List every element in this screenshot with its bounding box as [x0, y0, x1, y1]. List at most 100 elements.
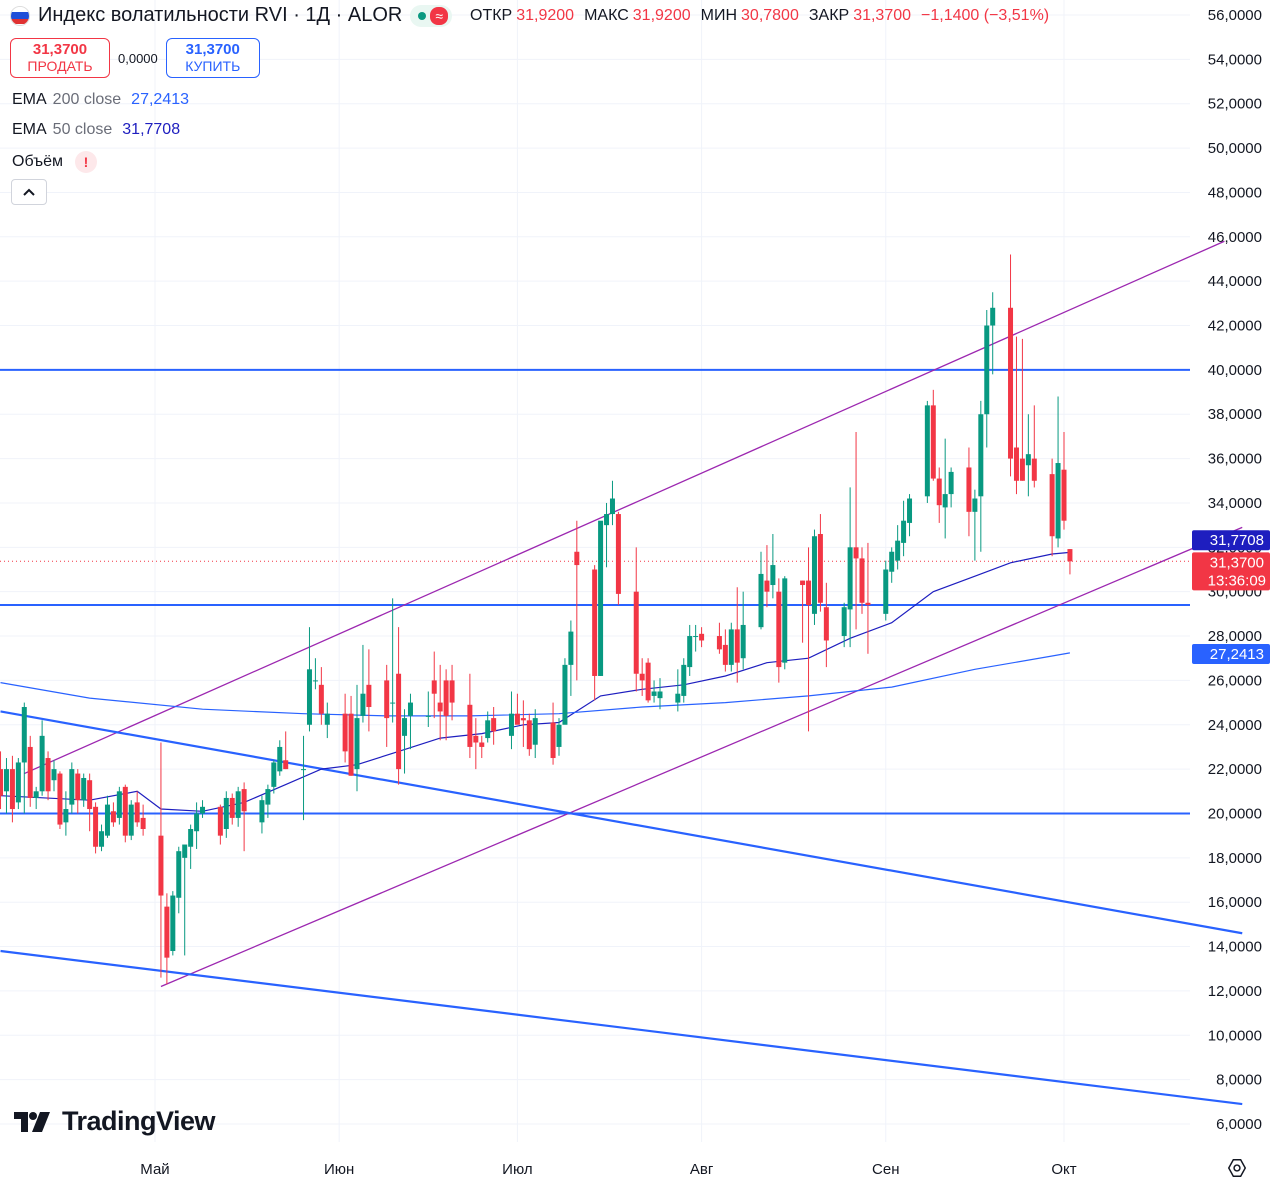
candle-body — [651, 691, 657, 696]
downtrend-lower-trend-line[interactable] — [0, 949, 1243, 1106]
candle-body — [699, 633, 705, 641]
channel-bottom-trend-line[interactable] — [160, 526, 1243, 988]
candle-body — [1008, 307, 1014, 459]
indicator-ema200[interactable]: EMA 200 close 27,2413 — [12, 91, 189, 109]
candle-body — [508, 713, 514, 736]
indicator-volume[interactable]: Объём ! — [12, 151, 97, 173]
candle-body — [907, 498, 913, 523]
candle-body — [978, 414, 984, 497]
indicator-name: EMA — [12, 121, 47, 138]
candle-body — [817, 534, 823, 603]
candle-body — [271, 762, 277, 787]
sell-button[interactable]: 31,3700 ПРОДАТЬ — [10, 38, 110, 78]
downtrend-upper-trend-line[interactable] — [0, 710, 1243, 935]
candle-body — [693, 636, 699, 638]
candle-body — [443, 680, 449, 716]
x-tick-label: Окт — [1051, 1161, 1076, 1178]
candle-body — [936, 478, 942, 506]
ema50-price-label: 31,7708 — [1210, 532, 1264, 549]
time-axis[interactable]: Май Июн Июл Авг Сен Окт — [140, 1161, 1076, 1178]
candle-body — [301, 769, 307, 771]
candle-body — [45, 758, 51, 792]
y-tick-label: 10,0000 — [1208, 1027, 1262, 1044]
candle-body — [170, 895, 176, 951]
candle-body — [865, 602, 871, 605]
candle-body — [514, 713, 520, 725]
candle-body — [609, 498, 615, 515]
candle-body — [3, 769, 9, 792]
symbol-title[interactable]: Индекс волатильности RVI · 1Д · ALOR — [38, 4, 403, 26]
candles — [0, 254, 1073, 985]
y-tick-label: 54,0000 — [1208, 51, 1262, 68]
last-price-label: 31,3700 — [1210, 554, 1264, 571]
candle-body — [479, 742, 485, 747]
low-value: 30,7800 — [741, 6, 799, 24]
last-price-label-bg — [1192, 552, 1270, 591]
candle-body — [431, 680, 437, 694]
candle-body — [9, 769, 15, 810]
ema50-price-label-bg — [1192, 530, 1270, 551]
candle-body — [473, 735, 479, 743]
high-label: МАКС — [584, 6, 629, 24]
candle-body — [425, 715, 431, 717]
y-tick-label: 8,0000 — [1216, 1072, 1262, 1089]
candle-body — [764, 580, 770, 592]
candle-body — [895, 540, 901, 561]
candle-body — [1049, 474, 1055, 537]
candle-body — [639, 673, 645, 681]
candle-body — [758, 573, 764, 628]
candle-body — [1061, 469, 1067, 521]
live-dot-icon — [418, 11, 427, 20]
indicator-ema50[interactable]: EMA 50 close 31,7708 — [12, 121, 180, 139]
candle-body — [128, 804, 134, 836]
russia-flag-icon — [10, 5, 30, 26]
y-tick-label: 50,0000 — [1208, 140, 1262, 157]
candle-body — [306, 669, 312, 725]
trade-panel: 31,3700 ПРОДАТЬ 0,0000 31,3700 КУПИТЬ — [10, 38, 260, 78]
candle-body — [574, 551, 580, 566]
trend-lines[interactable] — [0, 240, 1243, 1106]
candle-body — [407, 702, 413, 716]
candle-body — [140, 817, 146, 830]
change-value: −1,1400 (−3,51%) — [921, 6, 1050, 24]
collapse-legend-button[interactable] — [11, 179, 47, 205]
candle-body — [823, 607, 829, 641]
y-tick-label: 34,0000 — [1208, 495, 1262, 512]
y-tick-label: 14,0000 — [1208, 939, 1262, 956]
candle-body — [164, 906, 170, 958]
candle-body — [57, 773, 63, 825]
candle-body — [984, 325, 990, 415]
candle-body — [948, 471, 954, 495]
y-tick-label: 12,0000 — [1208, 983, 1262, 1000]
candle-body — [491, 718, 497, 732]
gear-icon[interactable] — [1226, 1157, 1248, 1179]
candle-body — [930, 405, 936, 479]
y-tick-label: 48,0000 — [1208, 184, 1262, 201]
candle-body — [716, 636, 722, 650]
candle-body — [901, 520, 907, 543]
candle-body — [847, 547, 853, 610]
candle-body — [259, 800, 265, 823]
candle-body — [93, 806, 99, 847]
warning-icon[interactable]: ! — [74, 151, 97, 173]
market-status[interactable]: ≈ — [410, 4, 453, 27]
y-tick-label: 52,0000 — [1208, 96, 1262, 113]
channel-top-trend-line[interactable] — [24, 240, 1225, 775]
candle-body — [200, 806, 206, 814]
candle-body — [598, 520, 604, 676]
candle-body — [75, 773, 81, 801]
candle-body — [390, 702, 396, 704]
candle-body — [1067, 549, 1073, 562]
buy-button[interactable]: 31,3700 КУПИТЬ — [165, 38, 260, 78]
candle-body — [526, 720, 532, 750]
indicator-params: 200 close — [52, 91, 122, 108]
candle-body — [110, 811, 116, 823]
candle-body — [592, 569, 598, 676]
approx-data-icon: ≈ — [430, 6, 449, 25]
candle-body — [532, 718, 538, 745]
candle-body — [104, 804, 110, 836]
candle-body — [800, 580, 806, 586]
candle-body — [33, 791, 39, 798]
